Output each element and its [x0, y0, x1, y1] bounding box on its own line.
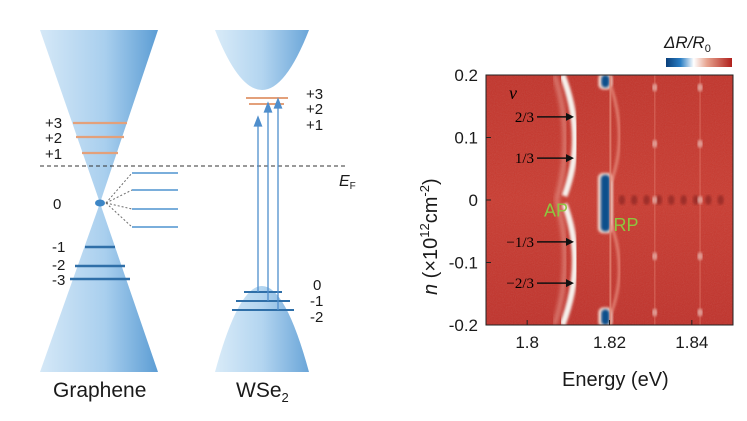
n-zero-feature-5 — [680, 195, 687, 205]
zero-level-splitting — [105, 172, 133, 228]
annotation-rp: RP — [613, 215, 638, 235]
wse2-label-plus3: +3 — [306, 86, 323, 103]
energy-diagram: EF +3 +2 +1 0 — [40, 30, 356, 405]
y-tick-label-0: 0.2 — [454, 66, 478, 85]
annotation-ap: AP — [544, 201, 568, 221]
graphene-title: Graphene — [53, 379, 146, 402]
y-tick-label-1: 0.1 — [454, 129, 478, 148]
filling-arrowhead-3 — [566, 279, 574, 288]
n-zero-feature-0 — [618, 195, 626, 205]
n-zero-feature-6 — [692, 195, 700, 205]
x-tick-label-1: 1.82 — [593, 333, 626, 352]
x-tick-label-2: 1.84 — [675, 333, 708, 352]
graphene-upper-cone — [40, 30, 158, 203]
graphene-zero-level — [95, 199, 105, 207]
wse2-conduction-band — [215, 30, 309, 90]
wse2-label-zero: 0 — [313, 277, 321, 294]
n-zero-feature-3 — [655, 195, 663, 205]
ap-resonance-lower — [559, 202, 578, 325]
graphene-label-minus2: -2 — [52, 257, 65, 274]
x-tick-label-0: 1.8 — [515, 333, 539, 352]
y-tick-label-4: -0.2 — [449, 316, 478, 335]
filling-label-3: −2/3 — [506, 276, 534, 292]
y-tick-label-3: -0.1 — [449, 254, 478, 273]
ap-inner-band-lower — [552, 199, 567, 325]
y-axis-title: n (×1012cm-2) — [417, 178, 442, 295]
wse2-label-plus1: +1 — [306, 117, 323, 134]
n-zero-feature-8 — [717, 195, 724, 205]
wse2-title: WSe2 — [236, 379, 289, 405]
graphene-label-minus1: -1 — [52, 239, 65, 256]
x-axis-title: Energy (eV) — [562, 369, 669, 391]
n-zero-feature-2 — [643, 195, 650, 205]
filling-label-2: −1/3 — [506, 235, 534, 251]
wse2-label-plus2: +2 — [306, 101, 323, 118]
nu-label: ν — [509, 83, 517, 103]
graphene-label-plus1: +1 — [45, 146, 62, 163]
rp-dip-top — [601, 75, 610, 88]
ap-inner-band — [552, 75, 567, 201]
colorbar — [666, 58, 732, 67]
n-zero-feature-7 — [705, 195, 712, 205]
n-zero-feature-1 — [631, 195, 638, 205]
rp-dip-bottom — [601, 309, 610, 325]
rp-arc-lower — [609, 224, 621, 314]
wse2-label-minus2: -2 — [310, 309, 323, 326]
graphene-label-plus2: +2 — [45, 130, 62, 147]
graphene-label-minus3: -3 — [52, 272, 65, 289]
graphene-label-plus3: +3 — [45, 115, 62, 132]
optical-transitions — [253, 97, 283, 310]
split-sublevels — [132, 172, 178, 228]
heatmap-plot-area — [486, 75, 733, 325]
filling-arrowhead-1 — [566, 154, 574, 163]
filling-label-0: 2/3 — [515, 110, 534, 126]
rp-dip-center — [600, 175, 610, 232]
n-zero-feature-4 — [668, 195, 675, 205]
graphene-label-zero: 0 — [53, 196, 61, 213]
filling-arrowhead-0 — [566, 112, 574, 121]
y-tick-label-2: 0 — [469, 191, 478, 210]
ap-resonance-upper — [559, 75, 578, 198]
rp-arc-upper — [609, 87, 621, 182]
wse2-valence-band — [215, 286, 309, 372]
graphene-lower-cone — [40, 203, 158, 372]
colorbar-label: ΔR/R0 — [663, 33, 711, 55]
filling-arrowhead-2 — [566, 237, 574, 246]
reflectance-heatmap: ΔR/R0 1.8 1.82 1.84 0.2 0.1 0 -0.1 -0.2 2/3 1/3 −… — [417, 33, 734, 391]
filling-label-1: 1/3 — [515, 151, 534, 167]
fermi-level-label: EF — [339, 173, 356, 192]
wse2-label-minus1: -1 — [310, 293, 323, 310]
